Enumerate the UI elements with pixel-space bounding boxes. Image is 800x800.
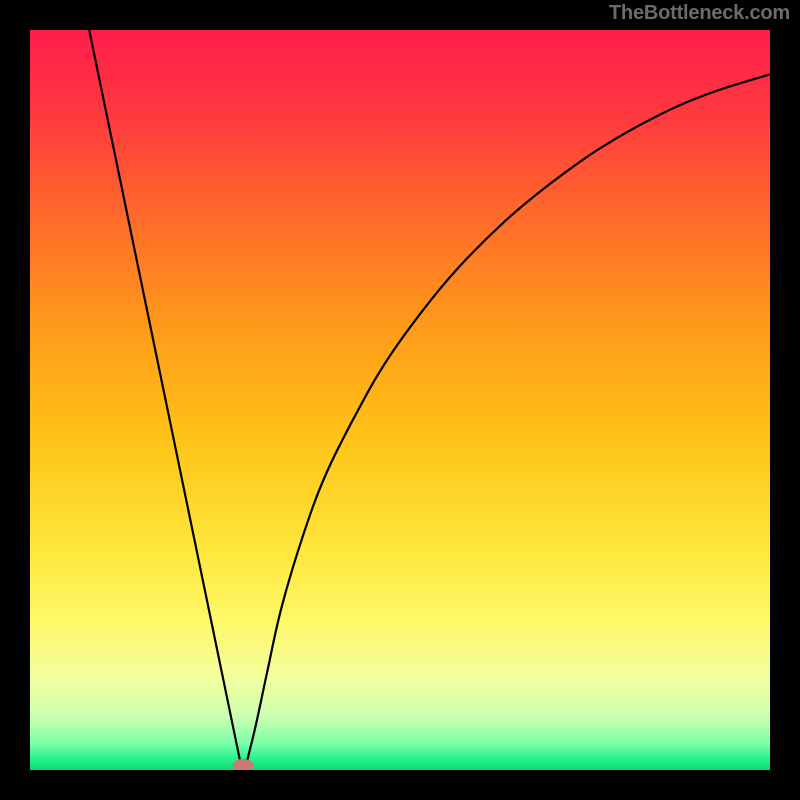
watermark-text: TheBottleneck.com [609, 2, 790, 25]
chart-background [30, 30, 770, 770]
plot-area [30, 30, 770, 770]
chart-svg [30, 30, 770, 770]
